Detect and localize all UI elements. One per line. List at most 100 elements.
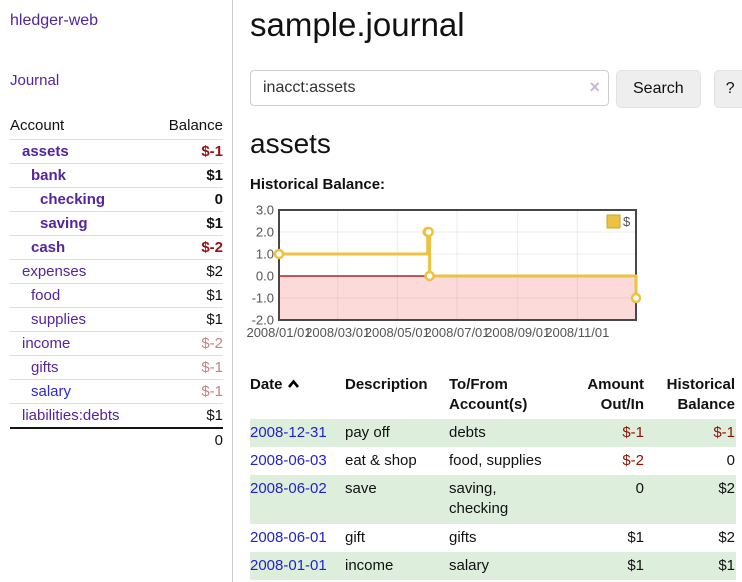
account-link-income[interactable]: income: [22, 335, 71, 352]
accounts-col-account: Account: [10, 117, 65, 134]
transaction-date-link[interactable]: 2008-06-02: [250, 480, 327, 498]
account-balance: $-1: [152, 379, 223, 404]
svg-text:-2.0: -2.0: [252, 313, 274, 328]
account-link-expenses[interactable]: expenses: [22, 263, 87, 280]
account-link-liabilities-debts[interactable]: liabilities:debts: [22, 407, 120, 424]
register-col-balance: Historical Balance: [666, 376, 735, 413]
account-balance: 0: [152, 187, 223, 212]
svg-text:2008/11/01: 2008/11/01: [545, 325, 609, 340]
transaction-amount: $1: [627, 528, 644, 546]
account-row: salary $-1: [10, 379, 223, 404]
account-link-cash[interactable]: cash: [31, 239, 66, 256]
register-table: Date Description To/From Account(s) Amou…: [250, 373, 736, 581]
register-row: 2008-12-31 pay off debts $-1 $-1: [250, 418, 736, 447]
search-button[interactable]: Search: [616, 70, 701, 108]
app-title: hledger-web: [10, 12, 222, 30]
account-heading: assets: [250, 128, 331, 159]
svg-text:2008/07/01: 2008/07/01: [424, 325, 489, 340]
transaction-description: save: [345, 480, 377, 498]
register-row: 2008-01-01 income salary $1 $1: [250, 551, 736, 581]
register-row: 2008-06-01 gift gifts $1 $2: [250, 524, 736, 552]
search-box: ×: [250, 70, 609, 106]
svg-text:2008/05/01: 2008/05/01: [365, 325, 430, 340]
account-row: expenses $2: [10, 259, 223, 284]
account-row: gifts $-1: [10, 355, 223, 380]
account-link-food[interactable]: food: [31, 287, 61, 304]
svg-text:2.0: 2.0: [256, 225, 274, 240]
account-row: cash $-2: [10, 235, 223, 260]
svg-text:$: $: [623, 214, 631, 229]
accounts-header-row: Account Balance: [10, 114, 223, 140]
nav-journal-link[interactable]: Journal: [10, 72, 60, 89]
search-input[interactable]: [250, 70, 609, 106]
account-balance: $-1: [152, 355, 223, 380]
register-col-description: Description: [345, 376, 428, 393]
account-link-saving[interactable]: saving: [40, 215, 88, 232]
account-link-checking[interactable]: checking: [40, 191, 106, 208]
account-link-bank[interactable]: bank: [31, 167, 67, 184]
transaction-accounts: saving, checking: [449, 480, 509, 518]
account-balance: $1: [152, 307, 223, 332]
sidebar: hledger-web Journal Account Balance asse…: [0, 0, 233, 582]
account-balance: $-2: [152, 235, 223, 260]
register-col-date[interactable]: Date: [250, 373, 345, 419]
transaction-balance: 0: [726, 451, 735, 469]
account-balance: $1: [152, 283, 223, 308]
transaction-balance: $-1: [713, 423, 735, 441]
transaction-date-link[interactable]: 2008-06-03: [250, 451, 327, 469]
accounts-col-balance: Balance: [168, 117, 223, 134]
account-link-assets[interactable]: assets: [22, 143, 69, 160]
transaction-balance: $2: [718, 528, 735, 546]
transaction-balance: $1: [718, 556, 735, 574]
transaction-date-link[interactable]: 2008-01-01: [250, 556, 327, 574]
transaction-accounts: salary: [449, 556, 490, 574]
transaction-amount: $-1: [622, 423, 644, 441]
accounts-total-row: 0: [10, 427, 223, 452]
transaction-description: pay off: [345, 423, 390, 441]
account-balance: $-1: [152, 139, 223, 164]
register-row: 2008-06-02 save saving, checking 0 $2: [250, 475, 736, 524]
svg-text:2008/03/01: 2008/03/01: [305, 325, 370, 340]
transaction-amount: $1: [627, 556, 644, 574]
account-balance: $-2: [152, 331, 223, 356]
account-row: food $1: [10, 283, 223, 308]
register-header-row: Date Description To/From Account(s) Amou…: [250, 373, 736, 419]
transaction-date-link[interactable]: 2008-12-31: [250, 423, 327, 441]
transaction-description: gift: [345, 528, 366, 546]
transaction-date-link[interactable]: 2008-06-01: [250, 528, 327, 546]
accounts-table: Account Balance assets $-1 bank $1 check…: [10, 114, 223, 452]
svg-text:1.0: 1.0: [256, 247, 274, 262]
svg-text:2008/09/01: 2008/09/01: [485, 325, 550, 340]
balance-chart-svg[interactable]: $3.0 2.0 1.0 0.0 -1.0 -2.02008/01/012008/03/0…: [246, 203, 650, 345]
account-row: supplies $1: [10, 307, 223, 332]
transaction-balance: $2: [718, 480, 735, 498]
account-link-supplies[interactable]: supplies: [31, 311, 87, 328]
chart-title: Historical Balance:: [250, 176, 386, 193]
account-row: bank $1: [10, 163, 223, 188]
historical-balance-chart[interactable]: $3.0 2.0 1.0 0.0 -1.0 -2.0 2008/01/01 2008/03/0…: [246, 203, 742, 345]
account-balance: $1: [152, 163, 223, 188]
account-balance: $1: [152, 211, 223, 236]
transaction-description: eat & shop: [345, 451, 417, 469]
register-col-accounts: To/From Account(s): [449, 376, 528, 413]
account-balance: $1: [152, 403, 223, 428]
account-link-salary[interactable]: salary: [31, 383, 72, 400]
account-row: income $-2: [10, 331, 223, 356]
register-row: 2008-06-03 eat & shop food, supplies $-2…: [250, 447, 736, 475]
svg-text:2008/01/01: 2008/01/01: [246, 325, 311, 340]
transaction-accounts: debts: [449, 423, 486, 441]
account-row: saving $1: [10, 211, 223, 236]
accounts-total: 0: [152, 427, 223, 452]
app-title-link[interactable]: hledger-web: [10, 12, 99, 29]
account-link-gifts[interactable]: gifts: [31, 359, 59, 376]
transaction-accounts: food, supplies: [449, 451, 542, 469]
svg-text:0.0: 0.0: [256, 269, 274, 284]
clear-search-icon[interactable]: ×: [589, 77, 600, 97]
sidebar-nav: Journal: [10, 72, 222, 90]
help-button[interactable]: ?: [713, 70, 742, 108]
transaction-accounts: gifts: [449, 528, 477, 546]
search-form: × Search ?: [250, 70, 742, 108]
main-content: sample.journal × Search ? assets Histori…: [233, 0, 742, 582]
svg-text:3.0: 3.0: [256, 203, 274, 218]
account-row: assets $-1: [10, 139, 223, 164]
